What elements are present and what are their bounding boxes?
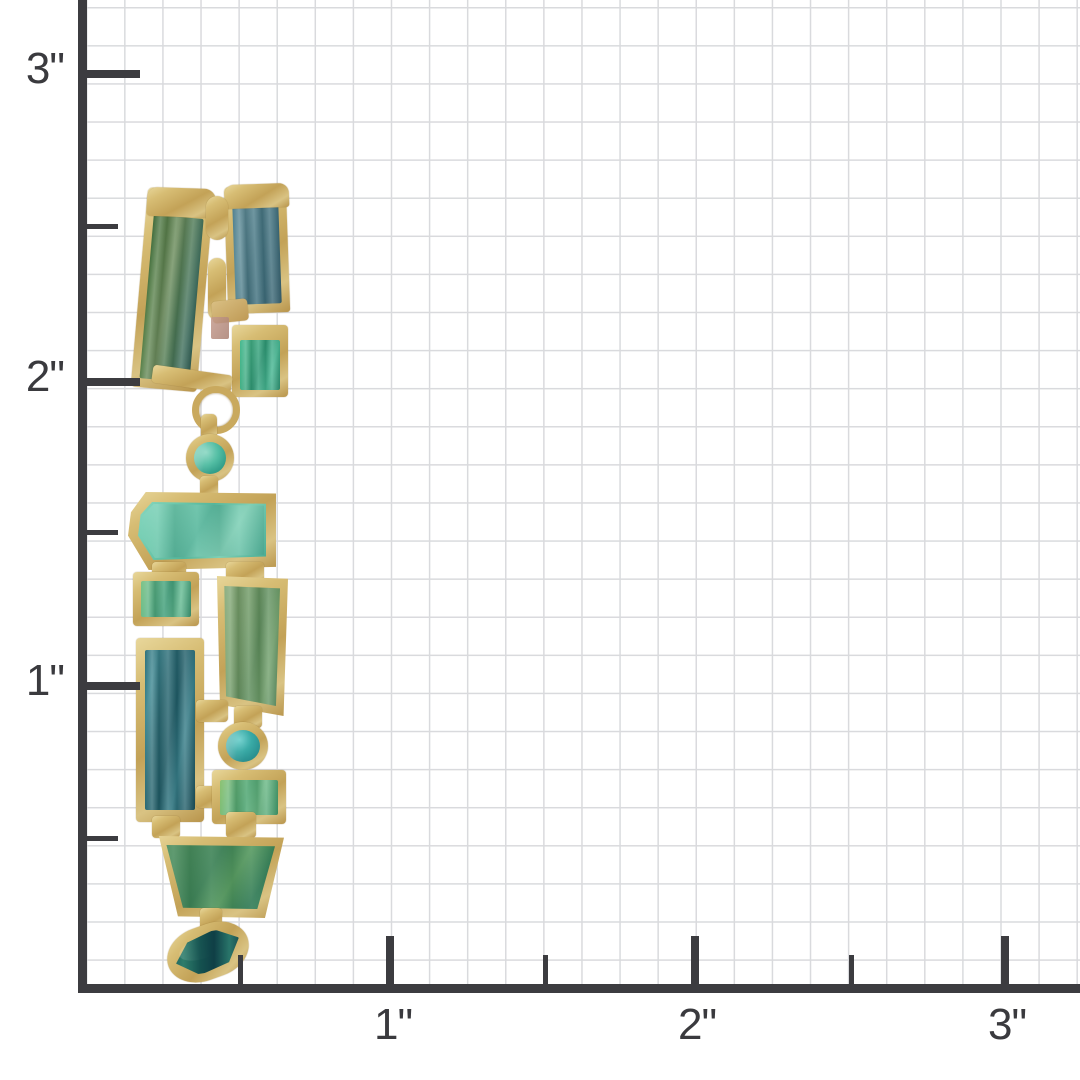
- x-axis-label-1in: 1": [374, 1000, 413, 1049]
- y-tick-major-1in: [86, 682, 140, 690]
- x-tick-minor-2-5in: [849, 955, 854, 985]
- x-tick-major-3in: [1001, 936, 1009, 985]
- y-tick-minor-0-5in: [86, 836, 118, 841]
- x-tick-major-2in: [691, 936, 699, 985]
- y-axis-line: [78, 0, 87, 993]
- x-axis-line: [78, 984, 1080, 993]
- y-axis-label-1in: 1": [25, 656, 65, 705]
- y-tick-minor-1-5in: [86, 530, 118, 535]
- x-axis-label-3in: 3": [988, 1000, 1027, 1049]
- x-tick-major-1in: [386, 936, 394, 985]
- y-axis-label-3in: 3": [25, 44, 65, 93]
- x-axis-label-2in: 2": [678, 1000, 717, 1049]
- y-tick-minor-2-5in: [86, 224, 118, 229]
- x-tick-minor-1-5in: [543, 955, 548, 985]
- measuring-grid: [86, 0, 1080, 986]
- y-axis-label-2in: 2": [25, 352, 65, 401]
- y-tick-major-3in: [86, 70, 140, 78]
- y-tick-major-2in: [86, 378, 140, 386]
- x-tick-minor-0-5in: [238, 955, 243, 985]
